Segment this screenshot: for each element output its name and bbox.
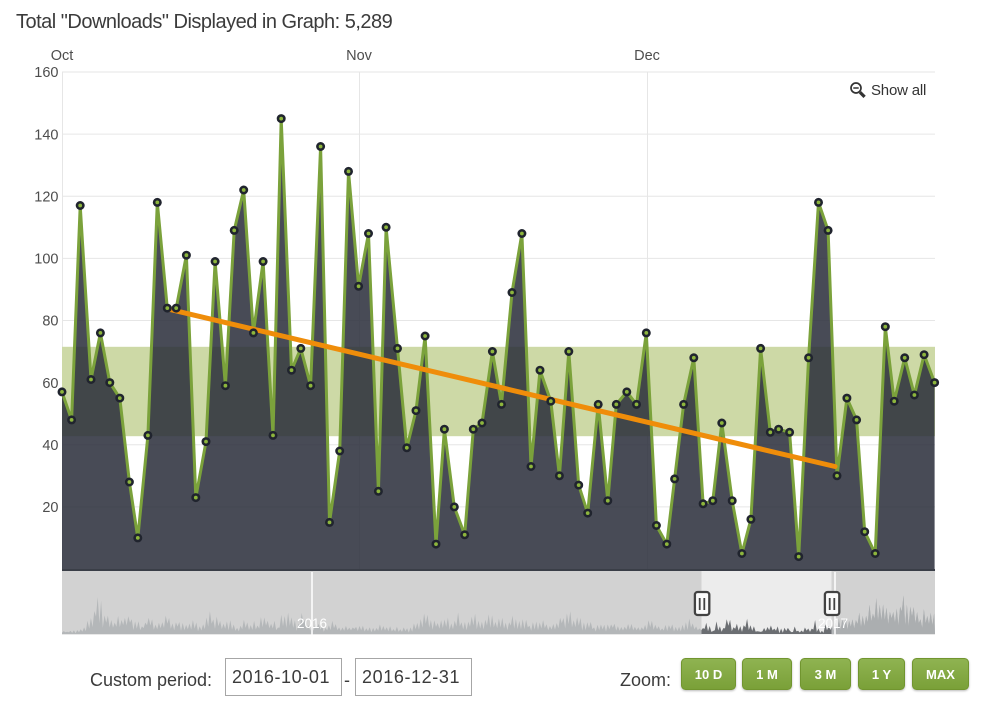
svg-text:40: 40 [42, 438, 58, 454]
svg-text:80: 80 [42, 314, 58, 330]
svg-text:2017: 2017 [818, 616, 848, 631]
svg-text:Oct: Oct [51, 48, 74, 64]
svg-text:2016: 2016 [297, 616, 327, 631]
svg-text:Nov: Nov [346, 48, 373, 64]
svg-text:120: 120 [34, 189, 58, 205]
svg-text:100: 100 [34, 252, 58, 268]
svg-text:20: 20 [42, 500, 58, 516]
svg-text:140: 140 [34, 127, 58, 143]
svg-text:60: 60 [42, 376, 58, 392]
svg-text:Show all: Show all [871, 82, 926, 99]
svg-text:Dec: Dec [634, 48, 660, 64]
svg-text:160: 160 [34, 65, 58, 81]
